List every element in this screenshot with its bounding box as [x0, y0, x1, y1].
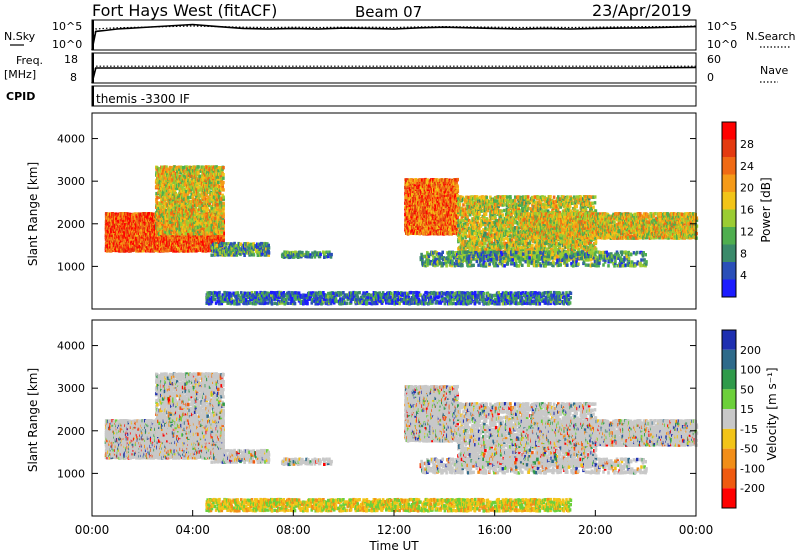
freq-panel: Freq. [MHz] 18 8 60 0 Nave: [4, 53, 788, 84]
power-cell: [273, 302, 276, 305]
power-cell: [215, 244, 218, 247]
freq-right-label: Nave: [760, 64, 788, 77]
power-cell: [214, 298, 217, 301]
power-cell: [197, 165, 200, 168]
freq-left-label-1: Freq.: [16, 54, 43, 67]
noise-series-0: [92, 25, 696, 51]
power-cell: [267, 250, 270, 253]
freq-left-label-2: [MHz]: [4, 68, 36, 81]
power-cell: [222, 196, 225, 199]
power-cells: [105, 165, 698, 306]
cpid-panel: CPID themis -3300 IF: [6, 86, 696, 106]
power-cell: [222, 202, 225, 205]
power-cell: [310, 255, 313, 258]
power-cell: [222, 166, 225, 169]
power-cell: [210, 254, 213, 257]
power-cell: [323, 256, 326, 259]
noise-panel: N.Sky 10^5 10^0 10^5 10^0 N.Search: [4, 20, 796, 51]
power-cell: [206, 208, 209, 211]
power-cell: [222, 173, 225, 176]
power-cell: [156, 196, 159, 199]
power-cell: [319, 253, 322, 256]
power-cell: [253, 253, 256, 256]
power-cell: [179, 232, 182, 235]
power-cell: [264, 301, 267, 304]
power-cell: [176, 203, 179, 206]
power-cell: [185, 232, 188, 235]
power-cell: [330, 253, 333, 256]
noise-left-tick-bottom: 10^0: [52, 38, 82, 51]
power-cell: [192, 208, 195, 211]
power-cell: [218, 291, 221, 294]
noise-left-tick-top: 10^5: [52, 20, 82, 33]
noise-right-tick-bottom: 10^0: [707, 38, 737, 51]
power-cell: [222, 222, 225, 225]
power-cell: [287, 302, 290, 305]
power-cell: [271, 302, 274, 305]
power-cell: [249, 301, 252, 304]
noise-left-label: N.Sky: [4, 30, 36, 43]
freq-lines: [92, 53, 696, 83]
freq-right-tick-bottom: 0: [707, 71, 714, 84]
power-cell: [222, 188, 225, 191]
power-cell: [222, 181, 225, 184]
date-title: 23/Apr/2019: [592, 1, 692, 20]
noise-right-label: N.Search: [746, 30, 796, 43]
power-cell: [294, 302, 297, 305]
power-cell: [187, 196, 190, 199]
power-cell: [267, 244, 270, 247]
beam-title: Beam 07: [355, 3, 422, 21]
noise-right-tick-top: 10^5: [707, 20, 737, 33]
freq-left-tick-bottom: 8: [70, 71, 77, 84]
cpid-program: themis -3300 IF: [96, 92, 190, 106]
power-cell: [222, 215, 225, 218]
power-cell: [217, 181, 220, 184]
power-cell: [222, 177, 225, 180]
station-title: Fort Hays West (fitACF): [92, 1, 277, 20]
freq-left-tick-top: 18: [64, 53, 78, 66]
freq-right-tick-top: 60: [707, 53, 721, 66]
frequency-series-0: [92, 67, 696, 83]
power-cell: [332, 292, 335, 295]
noise-lines: [92, 20, 696, 50]
cpid-label: CPID: [6, 90, 35, 103]
